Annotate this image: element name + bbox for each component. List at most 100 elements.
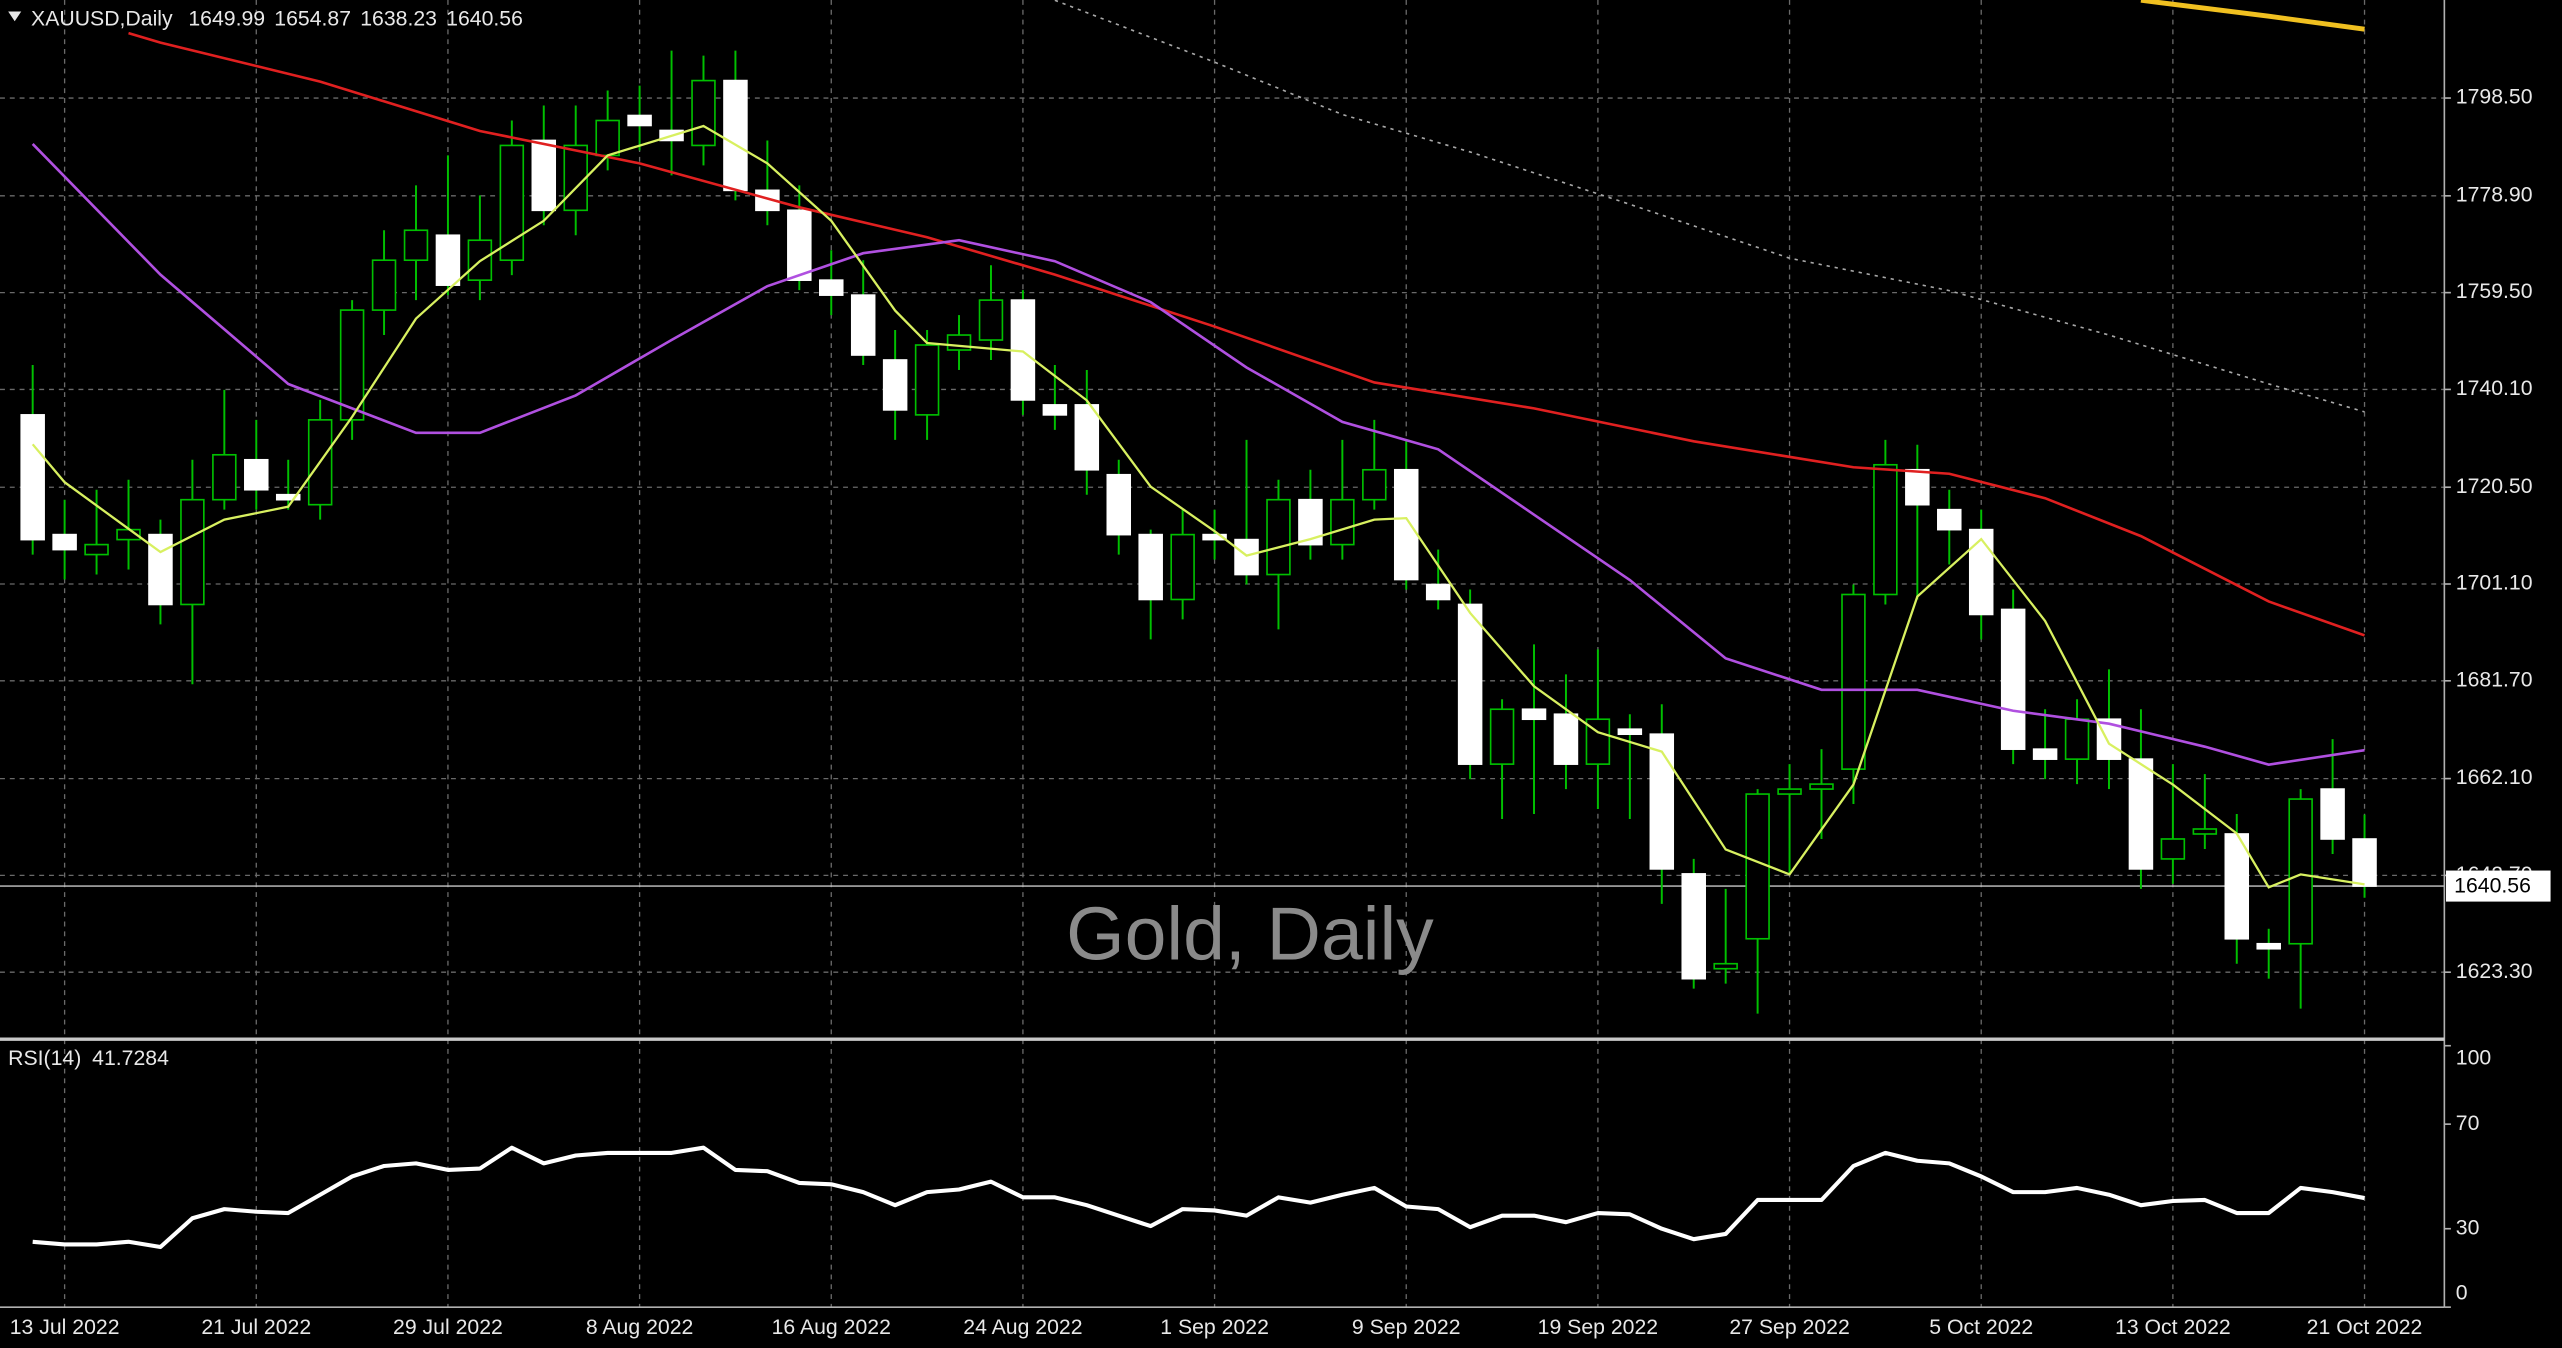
y-tick-label: 1720.50 <box>2456 474 2533 498</box>
watermark: Gold, Daily <box>1066 891 1434 975</box>
candle-body <box>2320 788 2345 840</box>
candle-body <box>2256 942 2281 950</box>
candle-body <box>2064 718 2090 760</box>
close-value: 1640.56 <box>446 6 523 30</box>
moving-average-line <box>1054 0 2365 413</box>
candle-body <box>563 144 588 212</box>
candle-body <box>148 533 173 606</box>
open-value: 1649.99 <box>188 6 265 30</box>
candle-body <box>244 458 269 491</box>
candle-body <box>2352 838 2377 887</box>
candle-body <box>1042 404 1068 416</box>
candle-body <box>1457 603 1483 765</box>
candle-body <box>1968 528 1994 616</box>
y-tick-label: 1759.50 <box>2456 279 2533 303</box>
candle-body <box>595 119 620 157</box>
candle-body <box>2160 838 2186 860</box>
x-tick-label: 27 Sep 2022 <box>1729 1315 1849 1339</box>
rsi-name: RSI(14) <box>8 1045 81 1069</box>
candle-body <box>1649 733 1675 870</box>
y-tick-label: 30 <box>2456 1215 2480 1239</box>
x-tick-label: 9 Sep 2022 <box>1352 1315 1461 1339</box>
candle-body <box>819 279 844 296</box>
candle-body <box>1234 538 1259 576</box>
x-tick-label: 13 Jul 2022 <box>10 1315 120 1339</box>
candle-body <box>1074 404 1100 471</box>
y-tick-label: 1798.50 <box>2456 85 2533 109</box>
candle-body <box>1777 788 1802 795</box>
candle-body <box>2096 718 2122 760</box>
candle-body <box>691 79 716 147</box>
candle-body <box>850 294 876 356</box>
y-tick-label: 1701.10 <box>2456 571 2533 595</box>
candle-body <box>1745 793 1770 940</box>
grid-layer <box>0 0 2445 1308</box>
candle-body <box>339 309 365 421</box>
y-tick-label: 1623.30 <box>2456 959 2533 983</box>
candle-body <box>1170 533 1195 601</box>
candle-body <box>275 493 301 501</box>
candle-body <box>435 234 461 286</box>
candle-body <box>2000 608 2026 750</box>
low-value: 1638.23 <box>360 6 437 30</box>
candle-body <box>978 299 1004 341</box>
candle-body <box>1298 498 1323 546</box>
candle-body <box>627 114 652 127</box>
symbol: XAUUSD,Daily <box>31 6 173 30</box>
candle-body <box>2224 833 2250 940</box>
rsi-header: RSI(14) 41.7284 <box>8 1045 169 1069</box>
y-tick-label: 0 <box>2456 1281 2468 1305</box>
candle-body <box>1841 593 1866 770</box>
moving-average-line <box>31 143 2365 766</box>
candle-body <box>723 79 748 192</box>
candle-body <box>403 229 429 262</box>
candle-body <box>1937 508 1962 531</box>
menu-icon[interactable] <box>8 11 22 22</box>
current-price-label: 1640.56 <box>2454 873 2531 897</box>
candle-body <box>1873 463 1898 596</box>
y-tick-label: 100 <box>2456 1045 2491 1069</box>
moving-average-line <box>2140 0 2365 32</box>
x-tick-label: 21 Jul 2022 <box>201 1315 311 1339</box>
candle-body <box>1553 713 1579 765</box>
candle-body <box>1713 962 1738 970</box>
x-tick-label: 24 Aug 2022 <box>963 1315 1082 1339</box>
y-tick-label: 70 <box>2456 1111 2480 1135</box>
candle-body <box>531 139 557 212</box>
candle-body <box>2128 758 2154 870</box>
x-tick-label: 1 Sep 2022 <box>1160 1315 1269 1339</box>
moving-average-line <box>31 124 2365 889</box>
symbol-header: XAUUSD,Daily 1649.99 1654.87 1638.23 164… <box>31 6 523 30</box>
rsi-panel <box>32 1145 2365 1250</box>
candle-body <box>1106 473 1132 536</box>
candle-body <box>499 144 525 262</box>
price-panel <box>0 0 2445 1014</box>
candle-body <box>20 414 45 541</box>
high-value: 1654.87 <box>274 6 351 30</box>
candle-body <box>1681 873 1706 980</box>
candle-body <box>2288 798 2313 945</box>
candle-body <box>2192 828 2218 835</box>
candle-body <box>1809 783 1834 790</box>
candle-body <box>1330 498 1355 546</box>
x-tick-label: 16 Aug 2022 <box>772 1315 891 1339</box>
x-tick-label: 8 Aug 2022 <box>586 1315 693 1339</box>
candle-body <box>2032 748 2058 760</box>
candle-body <box>371 259 397 311</box>
x-tick-label: 21 Oct 2022 <box>2307 1315 2423 1339</box>
candle-body <box>1905 468 1930 506</box>
candle-body <box>180 498 205 606</box>
candle-body <box>914 344 940 416</box>
candle-body <box>1138 533 1163 601</box>
candle-body <box>1425 583 1451 601</box>
y-tick-label: 1778.90 <box>2456 182 2533 206</box>
x-tick-label: 5 Oct 2022 <box>1929 1315 2033 1339</box>
candle-body <box>1585 718 1611 765</box>
candle-body <box>84 543 109 556</box>
candle-body <box>1393 468 1419 581</box>
x-tick-label: 19 Sep 2022 <box>1538 1315 1658 1339</box>
rsi-value: 41.7284 <box>92 1045 169 1069</box>
y-tick-label: 1681.70 <box>2456 667 2533 691</box>
